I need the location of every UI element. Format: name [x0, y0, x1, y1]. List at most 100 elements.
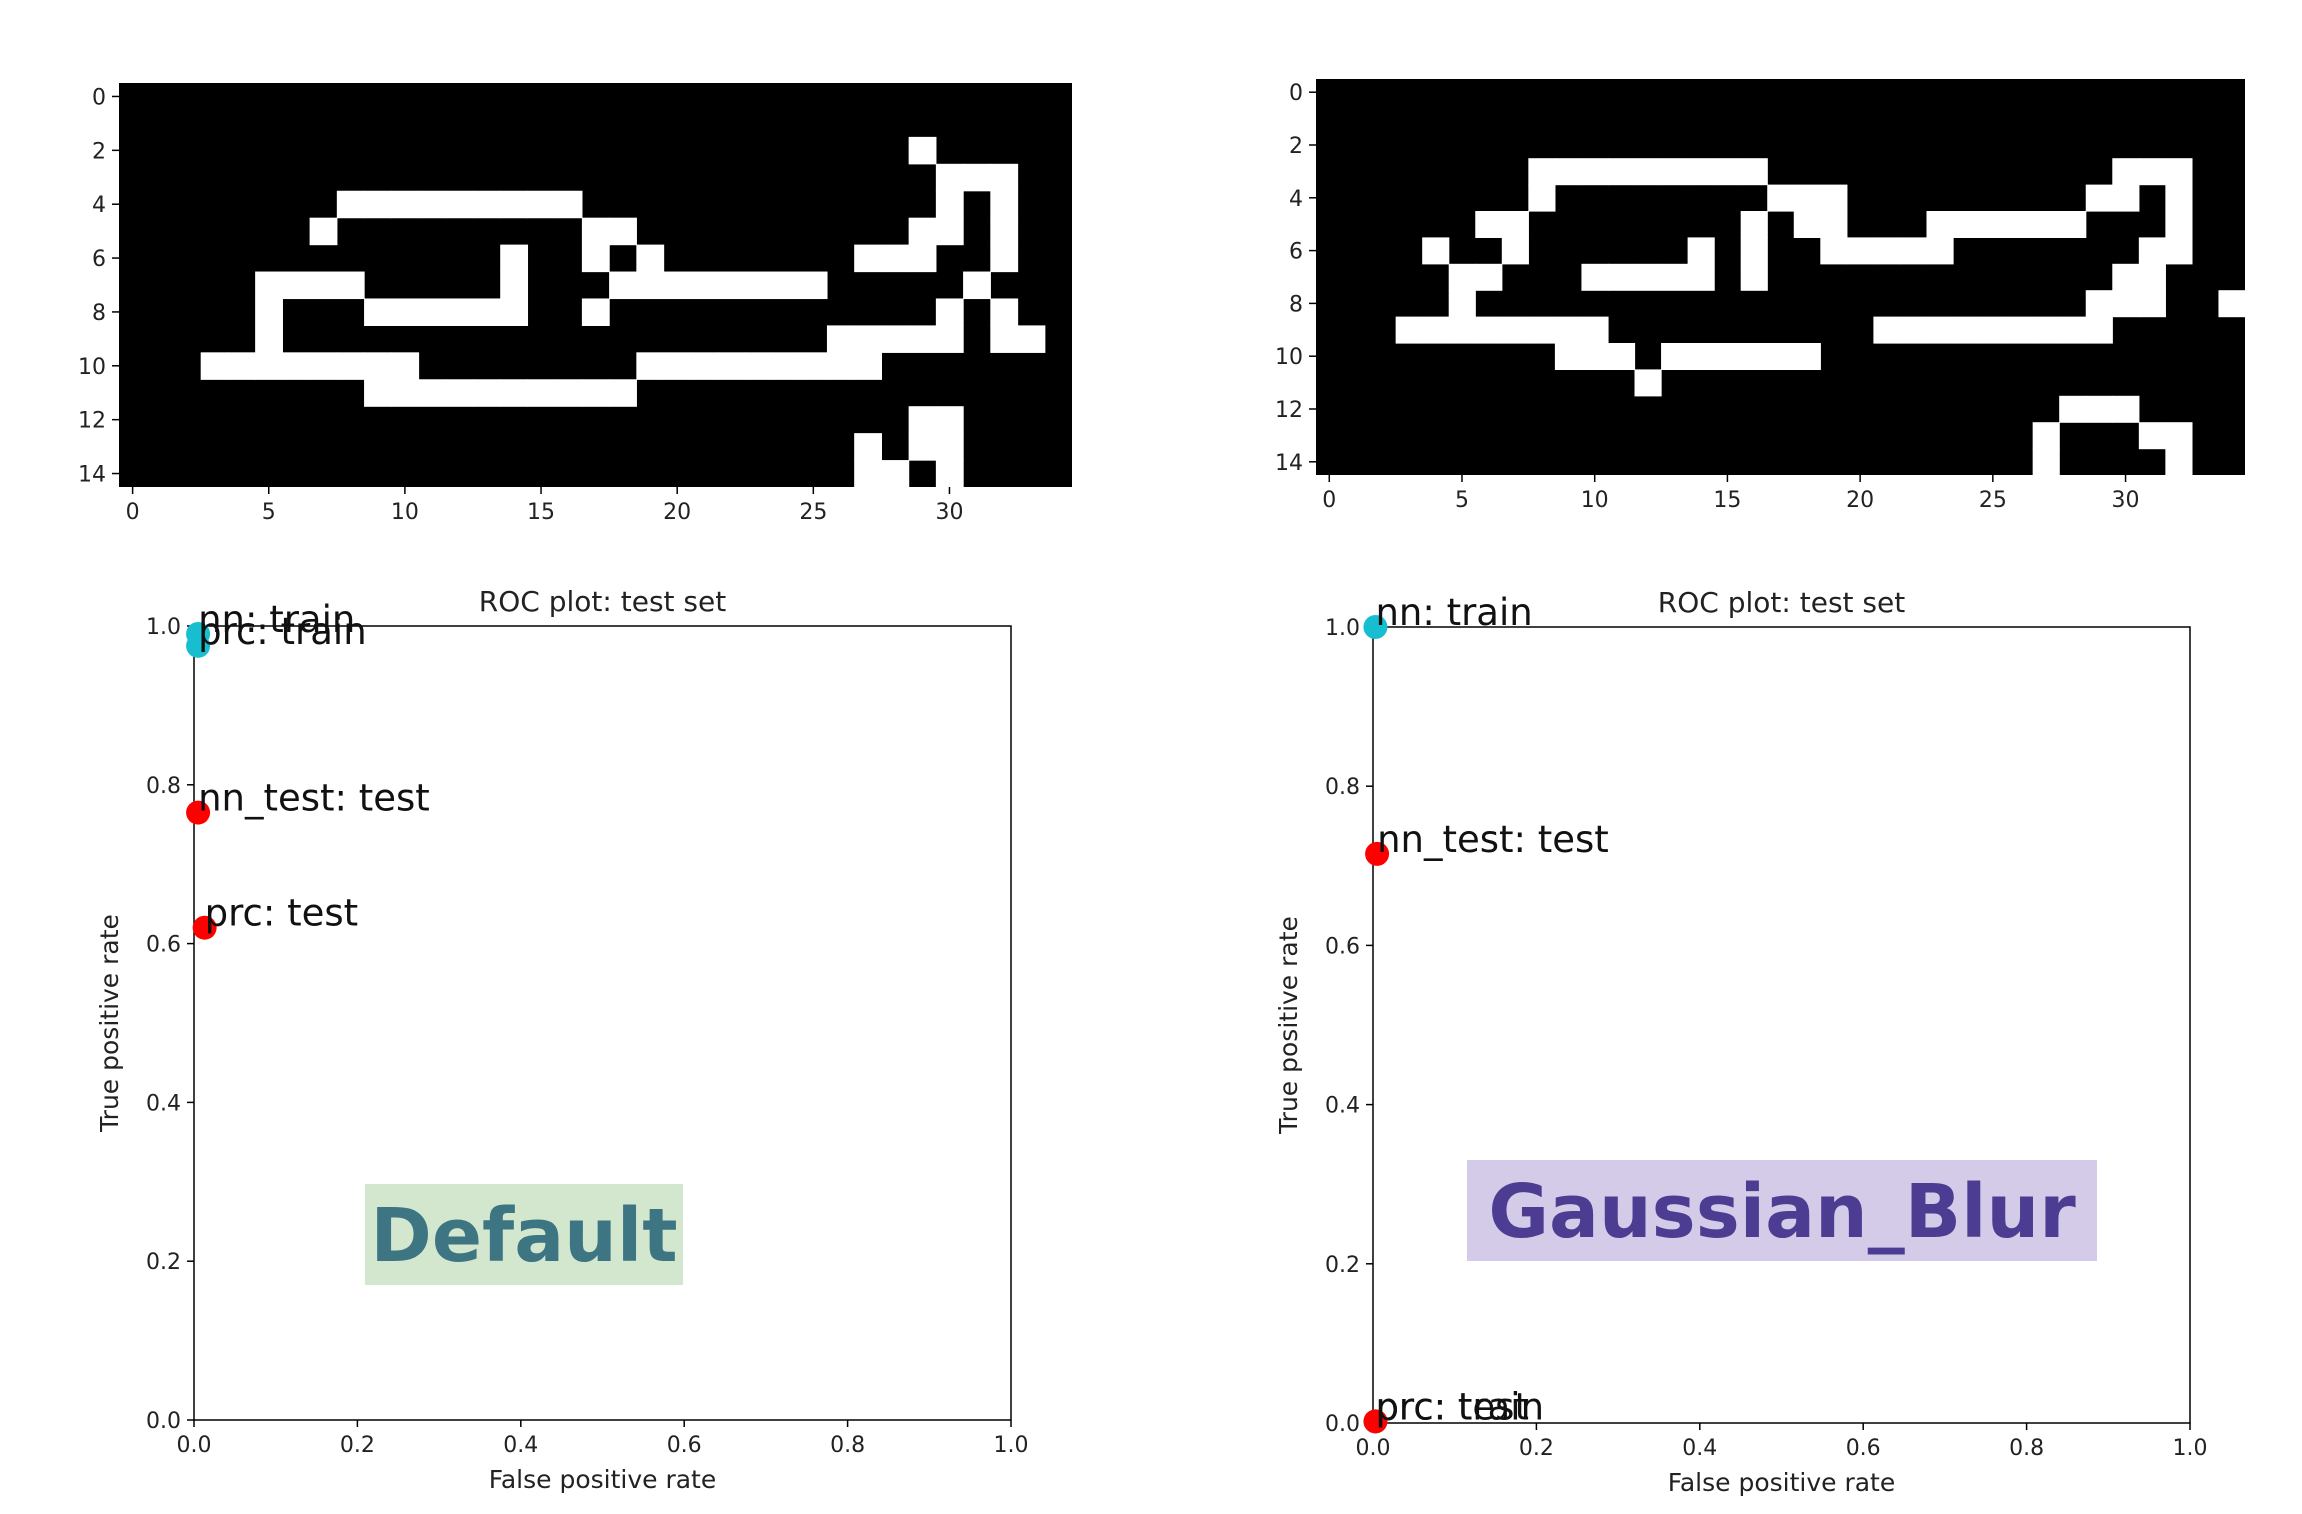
- heatmap-cell: [2112, 290, 2140, 318]
- chart-bottom-left: Default 0.0 0.2 0.4 0.6 0.8 1.0 0.0 0.2 0.4 0.6 0.8…: [95, 585, 1029, 1494]
- x-tick-label: 30: [935, 500, 963, 525]
- x-tick-label: 1.0: [2173, 1436, 2208, 1461]
- heatmap-cell: [1926, 237, 1954, 265]
- heatmap-cell: [908, 406, 937, 434]
- heatmap-cell: [1687, 158, 1715, 186]
- x-tick-label: 0.2: [1519, 1436, 1554, 1461]
- x-tick-label: 0: [126, 500, 140, 525]
- y-tick-label: 12: [1275, 398, 1303, 423]
- heatmap-cell: [472, 190, 501, 219]
- axes-frame: [1372, 626, 2191, 1424]
- y-tick-label: 0.6: [146, 933, 181, 958]
- heatmap-cell: [990, 217, 1019, 246]
- y-tick-label: 0.2: [146, 1250, 181, 1275]
- heatmap-cell: [1661, 263, 1689, 291]
- chart-top-right: 0 5 10 15 20 25 30 0 2 4 6 8 10 12 14: [1275, 79, 2246, 513]
- heatmap-cell: [581, 217, 610, 246]
- y-tick-label: 10: [78, 355, 106, 380]
- heatmap-cell: [1661, 343, 1689, 370]
- heatmap-cell: [1554, 343, 1583, 370]
- x-tick-label: 0.8: [2009, 1436, 2044, 1461]
- heatmap-cell: [1687, 263, 1715, 291]
- heatmap-cell: [1793, 211, 1821, 238]
- data-point-label: prc: test: [1375, 1385, 1529, 1428]
- heatmap-cell: [1581, 343, 1609, 370]
- y-tick-label: 14: [1275, 451, 1303, 476]
- y-tick-label: 2: [1289, 134, 1303, 159]
- heatmap-cell: [609, 271, 637, 300]
- heatmap-cell: [2138, 158, 2166, 186]
- heatmap-cell: [881, 325, 910, 353]
- heatmap-cell: [990, 244, 1019, 273]
- heatmap-cell: [1820, 211, 1848, 238]
- heatmap-cell: [1448, 263, 1476, 291]
- heatmap-cell: [391, 352, 420, 380]
- heatmap-cell: [1661, 158, 1689, 186]
- heatmap-cell: [364, 352, 392, 380]
- x-tick-label: 30: [2112, 488, 2140, 513]
- heatmap-cell: [963, 163, 991, 192]
- heatmap-cell: [309, 352, 338, 380]
- heatmap-cell: [1501, 316, 1529, 344]
- heatmap-cell: [1979, 316, 2007, 344]
- data-point-label: nn_test: test: [1377, 818, 1609, 861]
- heatmap-cell: [200, 352, 229, 380]
- heatmap-cell: [2165, 184, 2193, 212]
- heatmap-cell: [445, 298, 474, 326]
- heatmap-cell: [255, 352, 283, 380]
- heatmap-cell: [2112, 158, 2140, 186]
- heatmap-cell: [1581, 316, 1609, 344]
- heatmap-cell: [935, 325, 964, 353]
- data-point: [186, 800, 211, 825]
- y-tick-label: 1.0: [1325, 616, 1360, 641]
- heatmap-cell: [527, 379, 556, 407]
- heatmap-cell: [500, 190, 529, 219]
- y-tick-label: 14: [78, 463, 106, 488]
- y-tick-label: 2: [92, 139, 106, 164]
- heatmap-cell: [935, 460, 964, 488]
- heatmap-cell: [391, 379, 420, 407]
- heatmap-cell: [282, 352, 311, 380]
- axes-frame: [193, 625, 1012, 1421]
- x-tick-label: 25: [1979, 488, 2007, 513]
- heatmap-cell: [1581, 263, 1609, 291]
- heatmap-cell: [554, 379, 583, 407]
- heatmap-cell: [990, 190, 1019, 219]
- x-tick-label: 20: [1846, 488, 1874, 513]
- chart-title: ROC plot: test set: [479, 585, 726, 618]
- heatmap-cell: [772, 352, 801, 380]
- heatmap-cell: [1422, 237, 1450, 265]
- chart-title: ROC plot: test set: [1658, 586, 1905, 619]
- y-tick-label: 0.8: [146, 774, 181, 799]
- x-tick-label: 20: [663, 500, 691, 525]
- heatmap-cell: [799, 271, 828, 300]
- heatmap-cell: [2059, 316, 2087, 344]
- heatmap-cell: [2165, 422, 2193, 450]
- heatmap-cell: [2138, 237, 2166, 265]
- heatmap-cell: [1740, 343, 1768, 370]
- heatmap-cell: [1475, 211, 1503, 238]
- heatmap-cell: [2165, 448, 2193, 476]
- heatmap-cell: [2085, 184, 2113, 212]
- data-point: [1363, 615, 1388, 639]
- x-tick-label: 0.0: [1356, 1436, 1391, 1461]
- heatmap-cell: [1501, 211, 1529, 238]
- heatmap-cell: [500, 298, 529, 326]
- heatmap-cell: [609, 217, 637, 246]
- heatmap-cell: [908, 244, 937, 273]
- y-tick-label: 4: [1289, 187, 1303, 212]
- heatmap-cell: [2032, 422, 2060, 450]
- heatmap-cell: [908, 325, 937, 353]
- heatmap-cell: [2218, 290, 2246, 318]
- heatmap-cell: [364, 298, 392, 326]
- heatmap-cell: [2032, 211, 2060, 238]
- heatmap-cell: [609, 379, 637, 407]
- heatmap-cell: [2138, 263, 2166, 291]
- y-tick-label: 0.2: [1325, 1253, 1360, 1278]
- heatmap-cell: [581, 244, 610, 273]
- heatmap-cell: [500, 271, 529, 300]
- heatmap-cell: [1793, 343, 1821, 370]
- heatmap-cell: [990, 325, 1019, 353]
- x-tick-label: 10: [391, 500, 419, 525]
- heatmap-cell: [1501, 237, 1529, 265]
